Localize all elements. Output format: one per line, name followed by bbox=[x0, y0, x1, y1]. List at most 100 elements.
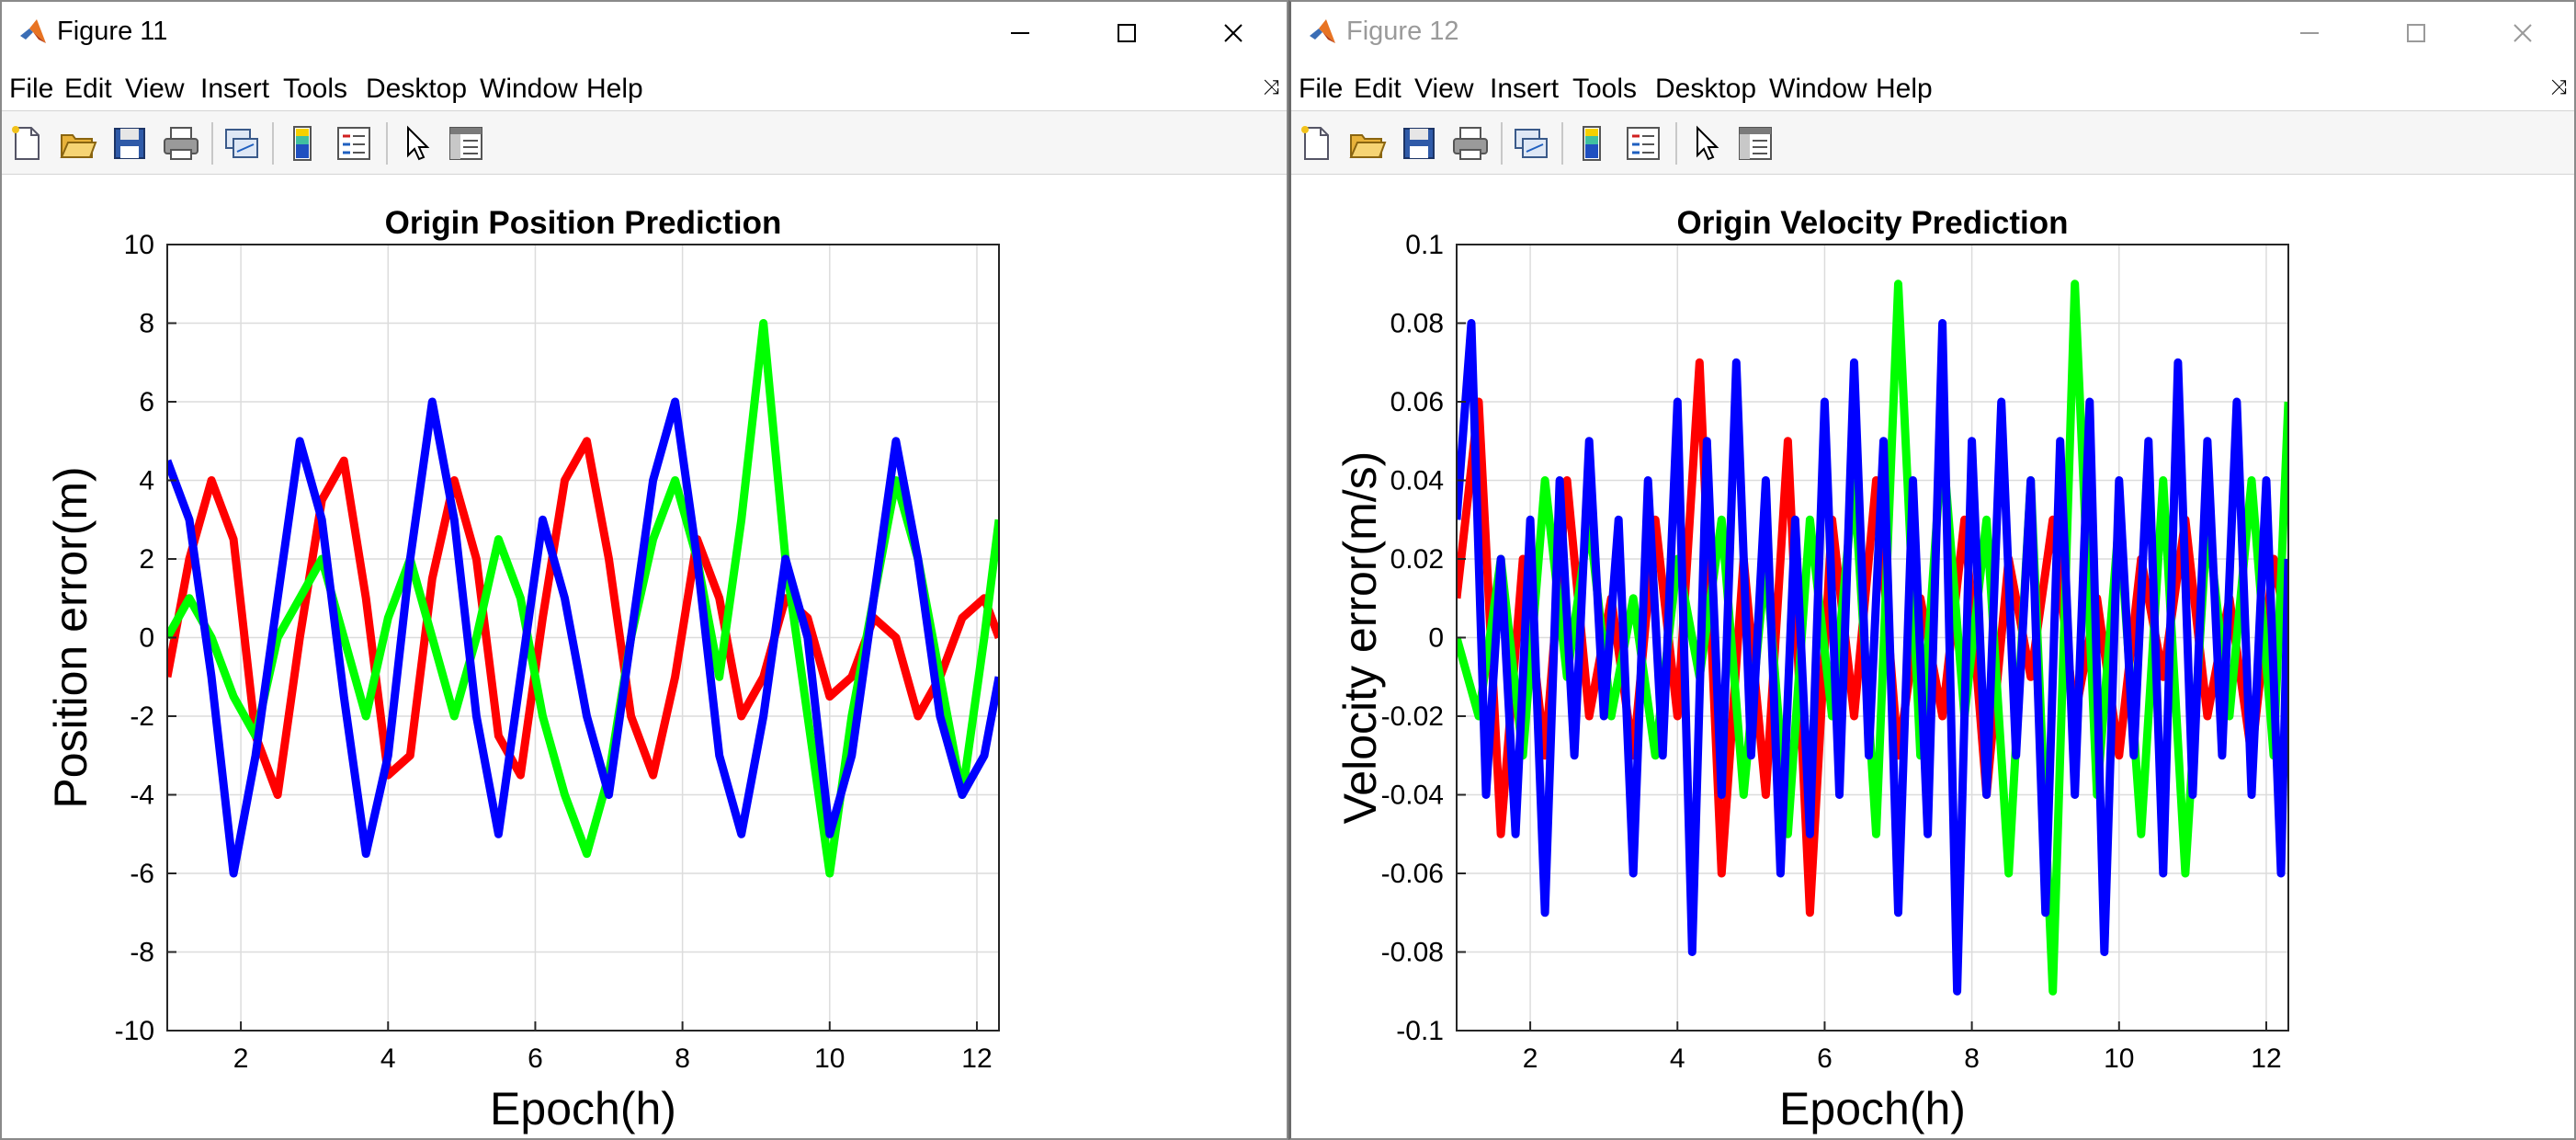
open-file-icon[interactable] bbox=[59, 124, 97, 163]
maximize-button[interactable] bbox=[2390, 15, 2442, 51]
menu-window[interactable]: Window bbox=[480, 74, 578, 104]
maximize-button[interactable] bbox=[1101, 15, 1152, 51]
minimize-button[interactable] bbox=[2284, 15, 2335, 51]
close-button[interactable] bbox=[2497, 15, 2548, 51]
minimize-icon bbox=[1011, 32, 1029, 34]
menu-tools[interactable]: Tools bbox=[283, 74, 348, 104]
property-inspector-icon[interactable] bbox=[447, 124, 485, 163]
y-tick-label: 10 bbox=[124, 230, 154, 260]
window-title: Figure 12 bbox=[1346, 17, 1459, 46]
y-tick-label: -10 bbox=[115, 1016, 154, 1046]
y-tick-label: -6 bbox=[130, 859, 154, 889]
x-tick-label: 6 bbox=[1817, 1043, 1833, 1074]
print-icon[interactable] bbox=[1451, 124, 1490, 163]
y-tick-label: 0.06 bbox=[1390, 387, 1444, 417]
x-axis-label: Epoch(h) bbox=[490, 1083, 676, 1134]
title-bar[interactable]: Figure 11 bbox=[2, 2, 1287, 63]
menu-edit[interactable]: Edit bbox=[1354, 74, 1401, 104]
window-title: Figure 11 bbox=[57, 17, 168, 46]
menu-view[interactable]: View bbox=[1414, 74, 1474, 104]
menu-window[interactable]: Window bbox=[1769, 74, 1867, 104]
x-axis-label: Epoch(h) bbox=[1779, 1083, 1966, 1134]
x-tick-label: 4 bbox=[1670, 1043, 1685, 1074]
y-tick-label: -4 bbox=[130, 781, 154, 811]
dock-figure-icon[interactable]: ⤨ bbox=[1263, 75, 1279, 98]
figure-toolbar bbox=[2, 110, 1287, 175]
new-figure-icon[interactable] bbox=[7, 124, 46, 163]
menu-bar: File Edit View Insert Tools Desktop Wind… bbox=[2, 68, 1287, 110]
edit-plot-arrow-icon[interactable] bbox=[1686, 124, 1725, 163]
save-icon[interactable] bbox=[1400, 124, 1438, 163]
menu-edit[interactable]: Edit bbox=[64, 74, 112, 104]
matlab-logo-icon bbox=[1310, 19, 1335, 43]
title-bar[interactable]: Figure 12 bbox=[1291, 2, 2574, 63]
menu-view[interactable]: View bbox=[125, 74, 185, 104]
save-icon[interactable] bbox=[110, 124, 149, 163]
y-tick-label: -0.06 bbox=[1381, 859, 1444, 889]
menu-desktop[interactable]: Desktop bbox=[1655, 74, 1757, 104]
insert-legend-icon[interactable] bbox=[335, 124, 373, 163]
insert-colorbar-icon[interactable] bbox=[283, 124, 322, 163]
position-error-plot[interactable]: 2 4 6 8 10 12 -10 -8 -6 -4 -2 0 2 4 6 8 10 Origin Positio… bbox=[2, 174, 1287, 1140]
menu-insert[interactable]: Insert bbox=[200, 74, 270, 104]
link-plot-icon[interactable] bbox=[222, 124, 261, 163]
velocity-error-plot[interactable]: 2 4 6 8 10 12 -0.1 -0.08 -0.06 -0.04 -0.02 0 0.02 0.0… bbox=[1291, 174, 2574, 1140]
y-axis-label: Position error(m) bbox=[45, 466, 96, 808]
chart-title: Origin Position Prediction bbox=[385, 205, 782, 241]
y-tick-label: 0.04 bbox=[1390, 466, 1444, 496]
x-tick-label: 12 bbox=[961, 1043, 992, 1074]
y-tick-label: 0.08 bbox=[1390, 309, 1444, 339]
y-tick-label: 4 bbox=[139, 466, 154, 496]
menu-bar: File Edit View Insert Tools Desktop Wind… bbox=[1291, 68, 2574, 110]
y-tick-label: 0 bbox=[139, 623, 154, 654]
menu-file[interactable]: File bbox=[9, 74, 54, 104]
y-tick-label: -2 bbox=[130, 701, 154, 732]
series-line-3 bbox=[1457, 319, 2288, 996]
menu-help[interactable]: Help bbox=[1876, 74, 1933, 104]
x-tick-label: 4 bbox=[380, 1043, 396, 1074]
toolbar-separator bbox=[386, 122, 388, 165]
menu-file[interactable]: File bbox=[1299, 74, 1344, 104]
toolbar-separator bbox=[272, 122, 274, 165]
insert-legend-icon[interactable] bbox=[1624, 124, 1662, 163]
minimize-button[interactable] bbox=[994, 15, 1046, 51]
new-figure-icon[interactable] bbox=[1297, 124, 1335, 163]
close-icon bbox=[1224, 24, 1243, 42]
menu-help[interactable]: Help bbox=[586, 74, 643, 104]
menu-insert[interactable]: Insert bbox=[1490, 74, 1560, 104]
y-tick-label: -0.08 bbox=[1381, 938, 1444, 968]
dock-figure-icon[interactable]: ⤨ bbox=[2550, 75, 2567, 98]
y-tick-label: -0.1 bbox=[1396, 1016, 1444, 1046]
edit-plot-arrow-icon[interactable] bbox=[397, 124, 436, 163]
property-inspector-icon[interactable] bbox=[1736, 124, 1775, 163]
x-tick-label: 10 bbox=[2104, 1043, 2134, 1074]
toolbar-separator bbox=[211, 122, 213, 165]
maximize-icon bbox=[1118, 24, 1136, 42]
y-axis-label: Velocity error(m/s) bbox=[1334, 451, 1386, 825]
y-tick-label: 6 bbox=[139, 387, 154, 417]
toolbar-separator bbox=[1675, 122, 1677, 165]
figure-window-12: Figure 12 File Edit View Insert Tools De… bbox=[1288, 0, 2576, 1140]
toolbar-separator bbox=[1561, 122, 1563, 165]
x-tick-label: 2 bbox=[1523, 1043, 1538, 1074]
y-tick-label: 0 bbox=[1428, 623, 1444, 654]
figure-toolbar bbox=[1291, 110, 2574, 175]
y-tick-label: 8 bbox=[139, 309, 154, 339]
insert-colorbar-icon[interactable] bbox=[1572, 124, 1611, 163]
y-tick-label: 0.1 bbox=[1405, 230, 1444, 260]
close-icon bbox=[2514, 24, 2532, 42]
y-tick-label: -0.04 bbox=[1381, 781, 1444, 811]
x-tick-label: 10 bbox=[814, 1043, 845, 1074]
close-button[interactable] bbox=[1208, 15, 1259, 51]
menu-desktop[interactable]: Desktop bbox=[366, 74, 468, 104]
link-plot-icon[interactable] bbox=[1512, 124, 1550, 163]
menu-tools[interactable]: Tools bbox=[1572, 74, 1638, 104]
open-file-icon[interactable] bbox=[1348, 124, 1387, 163]
matlab-logo-icon bbox=[20, 19, 46, 43]
maximize-icon bbox=[2407, 24, 2425, 42]
print-icon[interactable] bbox=[162, 124, 200, 163]
y-tick-label: -8 bbox=[130, 938, 154, 968]
y-tick-label: -0.02 bbox=[1381, 701, 1444, 732]
x-tick-label: 12 bbox=[2251, 1043, 2281, 1074]
x-tick-label: 6 bbox=[528, 1043, 543, 1074]
